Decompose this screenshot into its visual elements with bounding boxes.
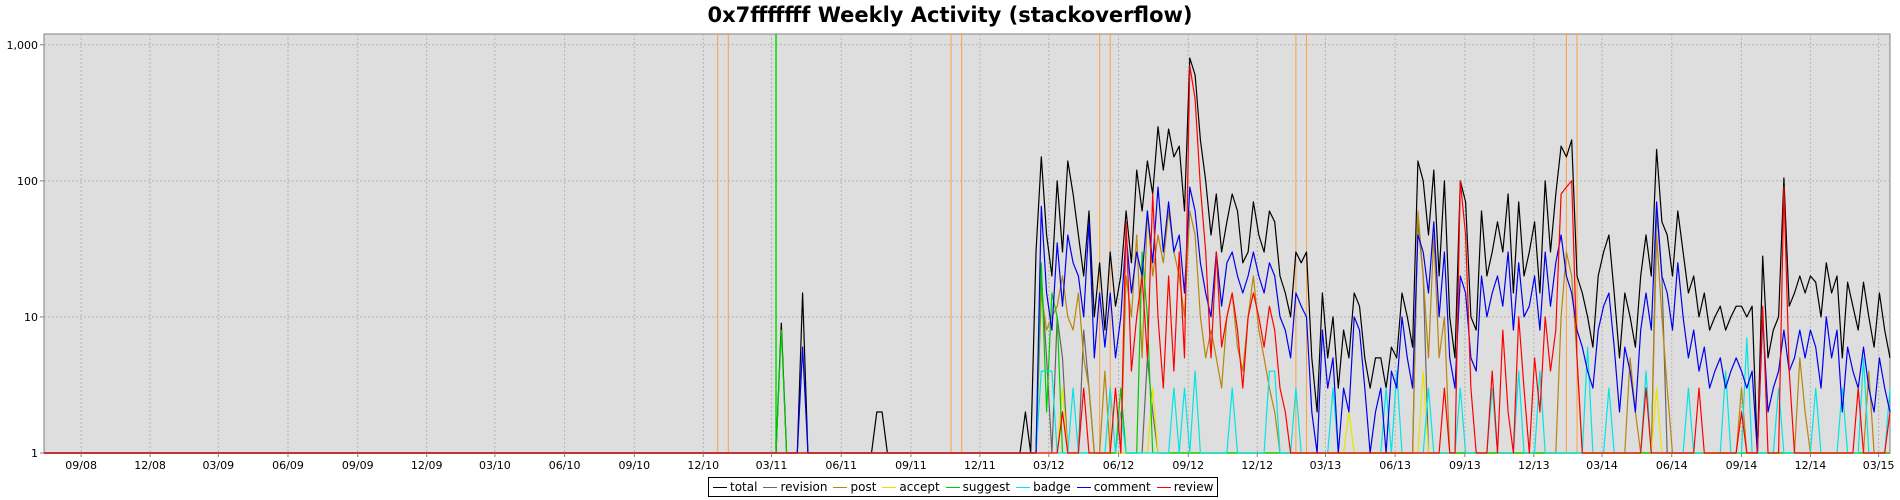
x-tick-label: 03/09: [202, 459, 234, 472]
legend-item-total: total: [713, 480, 757, 494]
legend-label: comment: [1093, 480, 1151, 494]
x-tick-label: 12/10: [687, 459, 719, 472]
legend-swatch: [763, 486, 778, 488]
x-tick-label: 06/10: [549, 459, 581, 472]
legend-swatch: [1016, 486, 1031, 488]
series-layer: [44, 57, 1891, 454]
x-tick-label: 06/14: [1656, 459, 1688, 472]
legend-item-badge: badge: [1016, 480, 1071, 494]
x-tick-label: 03/15: [1863, 459, 1895, 472]
series-line-total: [44, 57, 1891, 454]
legend-item-post: post: [833, 480, 876, 494]
series-line-badge: [44, 337, 1891, 454]
legend-label: total: [730, 480, 758, 494]
x-tick-label: 09/13: [1449, 459, 1481, 472]
legend-swatch: [833, 486, 848, 488]
legend-swatch: [1076, 486, 1091, 488]
x-tick-label: 03/11: [756, 459, 788, 472]
chart-legend: total revision post accept suggest badge comme…: [708, 477, 1219, 497]
series-line-review: [44, 65, 1891, 454]
x-tick-label: 06/13: [1379, 459, 1411, 472]
x-tick-label: 12/11: [964, 459, 996, 472]
y-tick-label: 10: [24, 311, 38, 324]
x-tick-label: 03/12: [1033, 459, 1065, 472]
x-tick-label: 09/11: [895, 459, 927, 472]
legend-item-accept: accept: [882, 480, 940, 494]
axis-layer: 1 10 100 1,000 09/08 12/08 03/09 06/09 09/09 12/0…: [7, 39, 1895, 472]
legend-swatch: [1156, 486, 1171, 488]
x-tick-label: 12/13: [1518, 459, 1550, 472]
x-tick-label: 09/14: [1726, 459, 1758, 472]
x-tick-label: 03/10: [479, 459, 511, 472]
x-tick-label: 03/13: [1310, 459, 1342, 472]
event-marker-layer: [717, 34, 1578, 453]
legend-label: review: [1173, 480, 1214, 494]
legend-item-suggest: suggest: [945, 480, 1011, 494]
x-tick-label: 06/11: [825, 459, 857, 472]
x-tick-label: 09/10: [618, 459, 650, 472]
legend-label: post: [850, 480, 877, 494]
plot-area-background: [43, 33, 1891, 454]
y-tick-label: 1,000: [7, 39, 39, 52]
x-tick-label: 12/14: [1795, 459, 1827, 472]
x-tick-label: 06/12: [1103, 459, 1135, 472]
legend-label: accept: [899, 480, 940, 494]
legend-item-review: review: [1156, 480, 1214, 494]
x-tick-label: 09/08: [65, 459, 97, 472]
x-tick-label: 12/09: [411, 459, 443, 472]
x-tick-label: 09/12: [1172, 459, 1204, 472]
legend-swatch: [713, 486, 727, 488]
x-tick-label: 09/09: [342, 459, 374, 472]
legend-label: revision: [780, 480, 828, 494]
legend-item-revision: revision: [763, 480, 827, 494]
legend-swatch: [945, 486, 960, 488]
y-tick-label: 1: [31, 447, 38, 460]
x-tick-label: 12/08: [134, 459, 166, 472]
series-line-comment: [44, 186, 1891, 454]
x-tick-label: 06/09: [272, 459, 304, 472]
legend-swatch: [882, 486, 897, 488]
legend-item-comment: comment: [1076, 480, 1151, 494]
legend-label: badge: [1033, 480, 1071, 494]
legend-label: suggest: [962, 480, 1011, 494]
x-tick-label: 12/12: [1241, 459, 1273, 472]
y-tick-label: 100: [17, 175, 38, 188]
x-tick-label: 03/14: [1586, 459, 1618, 472]
chart-title: 0x7fffffff Weekly Activity (stackoverflo…: [707, 3, 1193, 27]
